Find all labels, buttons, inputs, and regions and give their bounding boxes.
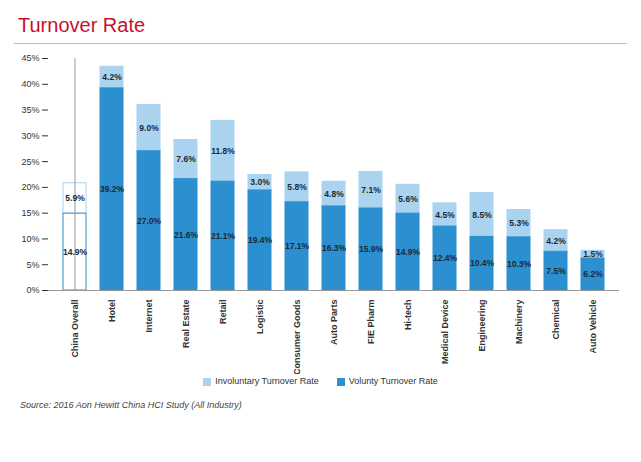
svg-text:Hotel: Hotel: [107, 300, 117, 323]
svg-text:China Overall: China Overall: [70, 300, 80, 358]
svg-text:40%: 40%: [21, 79, 39, 89]
svg-text:4.2%: 4.2%: [546, 236, 566, 246]
svg-text:12.4%: 12.4%: [433, 253, 458, 263]
svg-text:19.4%: 19.4%: [248, 235, 273, 245]
svg-text:27.0%: 27.0%: [137, 216, 162, 226]
svg-text:7.6%: 7.6%: [176, 154, 196, 164]
svg-text:5.6%: 5.6%: [398, 194, 418, 204]
svg-text:4.5%: 4.5%: [435, 210, 455, 220]
html-text:Turnover Rate: Turnover Rate: [18, 14, 146, 36]
svg-text:10.4%: 10.4%: [470, 258, 495, 268]
svg-text:Chemical: Chemical: [551, 300, 561, 340]
svg-text:10%: 10%: [21, 234, 39, 244]
svg-text:45%: 45%: [21, 53, 39, 63]
svg-text:4.8%: 4.8%: [324, 189, 344, 199]
svg-text:5.3%: 5.3%: [509, 218, 529, 228]
svg-text:39.2%: 39.2%: [100, 184, 125, 194]
svg-text:10.3%: 10.3%: [507, 259, 532, 269]
svg-text:7.5%: 7.5%: [546, 266, 566, 276]
svg-text:1.5%: 1.5%: [583, 249, 603, 259]
svg-text:0%: 0%: [26, 285, 39, 295]
svg-text:Real Estate: Real Estate: [181, 300, 191, 349]
svg-text:5.9%: 5.9%: [65, 193, 85, 203]
svg-text:Auto Vehicle: Auto Vehicle: [588, 300, 598, 354]
svg-text:14.9%: 14.9%: [396, 247, 421, 257]
svg-text:5%: 5%: [26, 260, 39, 270]
svg-text:16.3%: 16.3%: [322, 243, 347, 253]
svg-text:20%: 20%: [21, 182, 39, 192]
svg-text:4.2%: 4.2%: [102, 72, 122, 82]
svg-text:21.6%: 21.6%: [174, 230, 199, 240]
html-text:Involuntary Turnover Rate: Involuntary Turnover Rate: [215, 376, 319, 386]
svg-text:Machinery: Machinery: [514, 300, 524, 345]
svg-text:Retail: Retail: [218, 300, 228, 325]
svg-text:25%: 25%: [21, 156, 39, 166]
svg-text:3.0%: 3.0%: [250, 177, 270, 187]
svg-text:15.9%: 15.9%: [359, 244, 384, 254]
svg-text:Medical Device: Medical Device: [440, 300, 450, 365]
html-text:Source: 2016 Aon Hewitt China: Source: 2016 Aon Hewitt China HCI Study …: [20, 400, 242, 410]
svg-text:FIE Pharm: FIE Pharm: [366, 300, 376, 345]
html-text:Volunty Turnover Rate: Volunty Turnover Rate: [348, 376, 438, 386]
svg-text:21.1%: 21.1%: [211, 231, 236, 241]
svg-text:15%: 15%: [21, 208, 39, 218]
svg-text:Internet: Internet: [144, 300, 154, 333]
svg-text:35%: 35%: [21, 105, 39, 115]
svg-text:Consumer Goods: Consumer Goods: [292, 300, 302, 375]
svg-text:8.5%: 8.5%: [472, 210, 492, 220]
svg-text:Auto Parts: Auto Parts: [329, 300, 339, 346]
svg-text:17.1%: 17.1%: [285, 241, 310, 251]
svg-text:11.8%: 11.8%: [211, 146, 235, 156]
svg-text:14.9%: 14.9%: [63, 247, 88, 257]
svg-text:30%: 30%: [21, 131, 39, 141]
svg-text:5.8%: 5.8%: [287, 182, 307, 192]
svg-text:6.2%: 6.2%: [583, 269, 603, 279]
svg-text:9.0%: 9.0%: [139, 123, 159, 133]
svg-text:Hi-tech: Hi-tech: [403, 300, 413, 331]
svg-text:Logistic: Logistic: [255, 300, 265, 335]
svg-text:Engineering: Engineering: [477, 300, 487, 352]
svg-text:7.1%: 7.1%: [361, 185, 381, 195]
